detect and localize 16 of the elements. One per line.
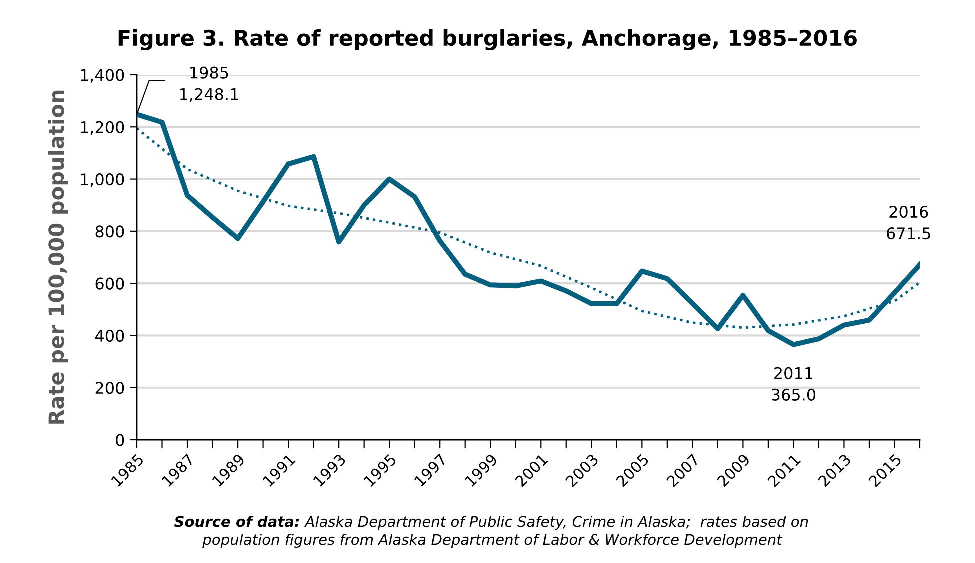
source-note: Source of data: (174, 516, 300, 528)
y-tick-label: 1,400 (81, 69, 124, 83)
y-tick-label: 0 (116, 434, 124, 446)
y-tick-label: 1,200 (81, 121, 124, 136)
y-tick-label: 800 (96, 226, 124, 238)
y-tick-label: 1,000 (81, 174, 124, 188)
y-tick-label: 600 (96, 278, 124, 290)
annotation: 2016 671.5 (887, 206, 930, 240)
annotation: 1985 1,248.1 (180, 66, 238, 102)
y-tick-label: 400 (95, 330, 124, 342)
y-tick-label: 200 (96, 382, 124, 394)
text: population figures from Alaska Department of Labor & Workforce Development (202, 534, 783, 548)
y-axis-title: Rate per 100,000 population (48, 90, 68, 424)
annotation: 2011 365.0 (772, 367, 816, 401)
text: Alaska Department of Public Safety, Crime in Alaska; rates based on (304, 516, 808, 530)
chart-title: Figure 3. Rate of reported burglaries, Anchorage, 1985–2016 (118, 30, 857, 50)
